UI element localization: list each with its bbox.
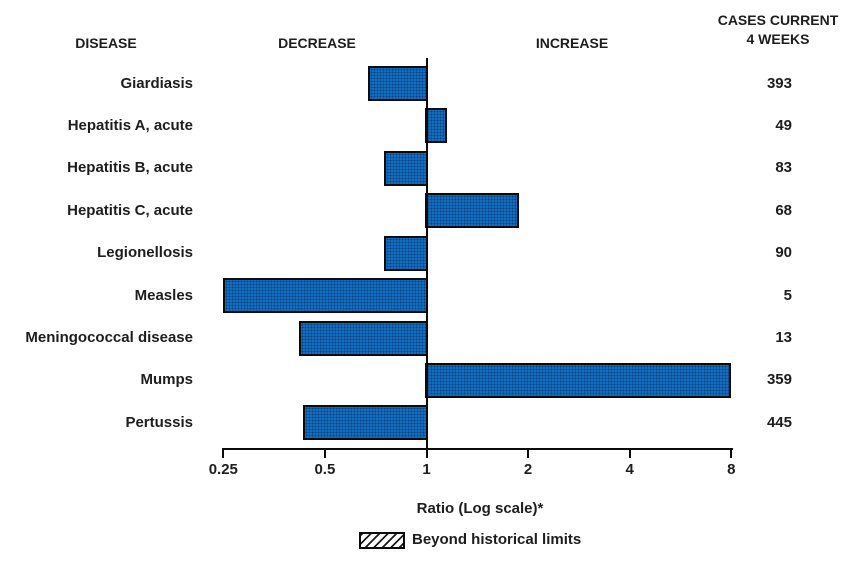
ratio-bar (425, 362, 732, 398)
disease-label: Mumps (140, 371, 194, 389)
legend-label: Beyond historical limits (412, 531, 582, 548)
disease-label: Meningococcal disease (25, 329, 193, 347)
axis-tick (628, 448, 631, 458)
ratio-bar (384, 150, 428, 186)
cases-count: 13 (775, 329, 792, 347)
cases-count: 83 (775, 159, 792, 177)
cases-count: 445 (766, 413, 792, 431)
column-header-cases-line1: CASES CURRENT (717, 12, 839, 28)
ratio-bar (384, 235, 428, 271)
column-header-increase: INCREASE (535, 35, 609, 51)
x-axis-label: Ratio (Log scale)* (416, 500, 544, 517)
cases-count: 68 (775, 201, 792, 219)
axis-tick (323, 448, 326, 458)
axis-tick (222, 448, 225, 458)
ratio-bar (367, 66, 428, 101)
disease-label: Hepatitis C, acute (67, 201, 193, 219)
axis-tick-label: 1 (422, 461, 431, 478)
ratio-bar (302, 405, 428, 441)
disease-label: Legionellosis (97, 244, 193, 262)
cases-count: 90 (775, 244, 792, 262)
axis-tick (425, 448, 428, 458)
baseline-ratio-1-line (426, 58, 428, 450)
axis-tick-label: 0.25 (208, 461, 238, 478)
column-header-cases: CASES CURRENT 4 WEEKS (718, 11, 839, 49)
column-header-disease: DISEASE (75, 35, 137, 51)
beyond-limits-hatch-swatch (359, 532, 405, 549)
column-header-cases-line2: 4 WEEKS (746, 31, 810, 47)
disease-label: Measles (134, 286, 193, 304)
ratio-bar (223, 278, 428, 314)
axis-tick-label: 4 (625, 461, 634, 478)
disease-label: Pertussis (125, 413, 193, 431)
axis-tick-label: 8 (727, 461, 736, 478)
cases-count: 49 (775, 116, 792, 134)
ratio-bar (425, 108, 447, 144)
disease-label: Hepatitis A, acute (67, 116, 193, 134)
x-axis-line (222, 448, 733, 450)
column-header-decrease: DECREASE (278, 35, 356, 51)
cases-count: 359 (766, 371, 792, 389)
axis-tick (527, 448, 530, 458)
ratio-bar (425, 193, 520, 229)
ratio-bar (299, 320, 428, 356)
cases-count: 5 (783, 286, 792, 304)
cases-count: 393 (766, 74, 792, 92)
axis-tick (730, 448, 733, 458)
disease-label: Giardiasis (120, 74, 193, 92)
disease-label: Hepatitis B, acute (67, 159, 193, 177)
axis-tick-label: 0.5 (314, 461, 336, 478)
axis-tick-label: 2 (523, 461, 533, 478)
